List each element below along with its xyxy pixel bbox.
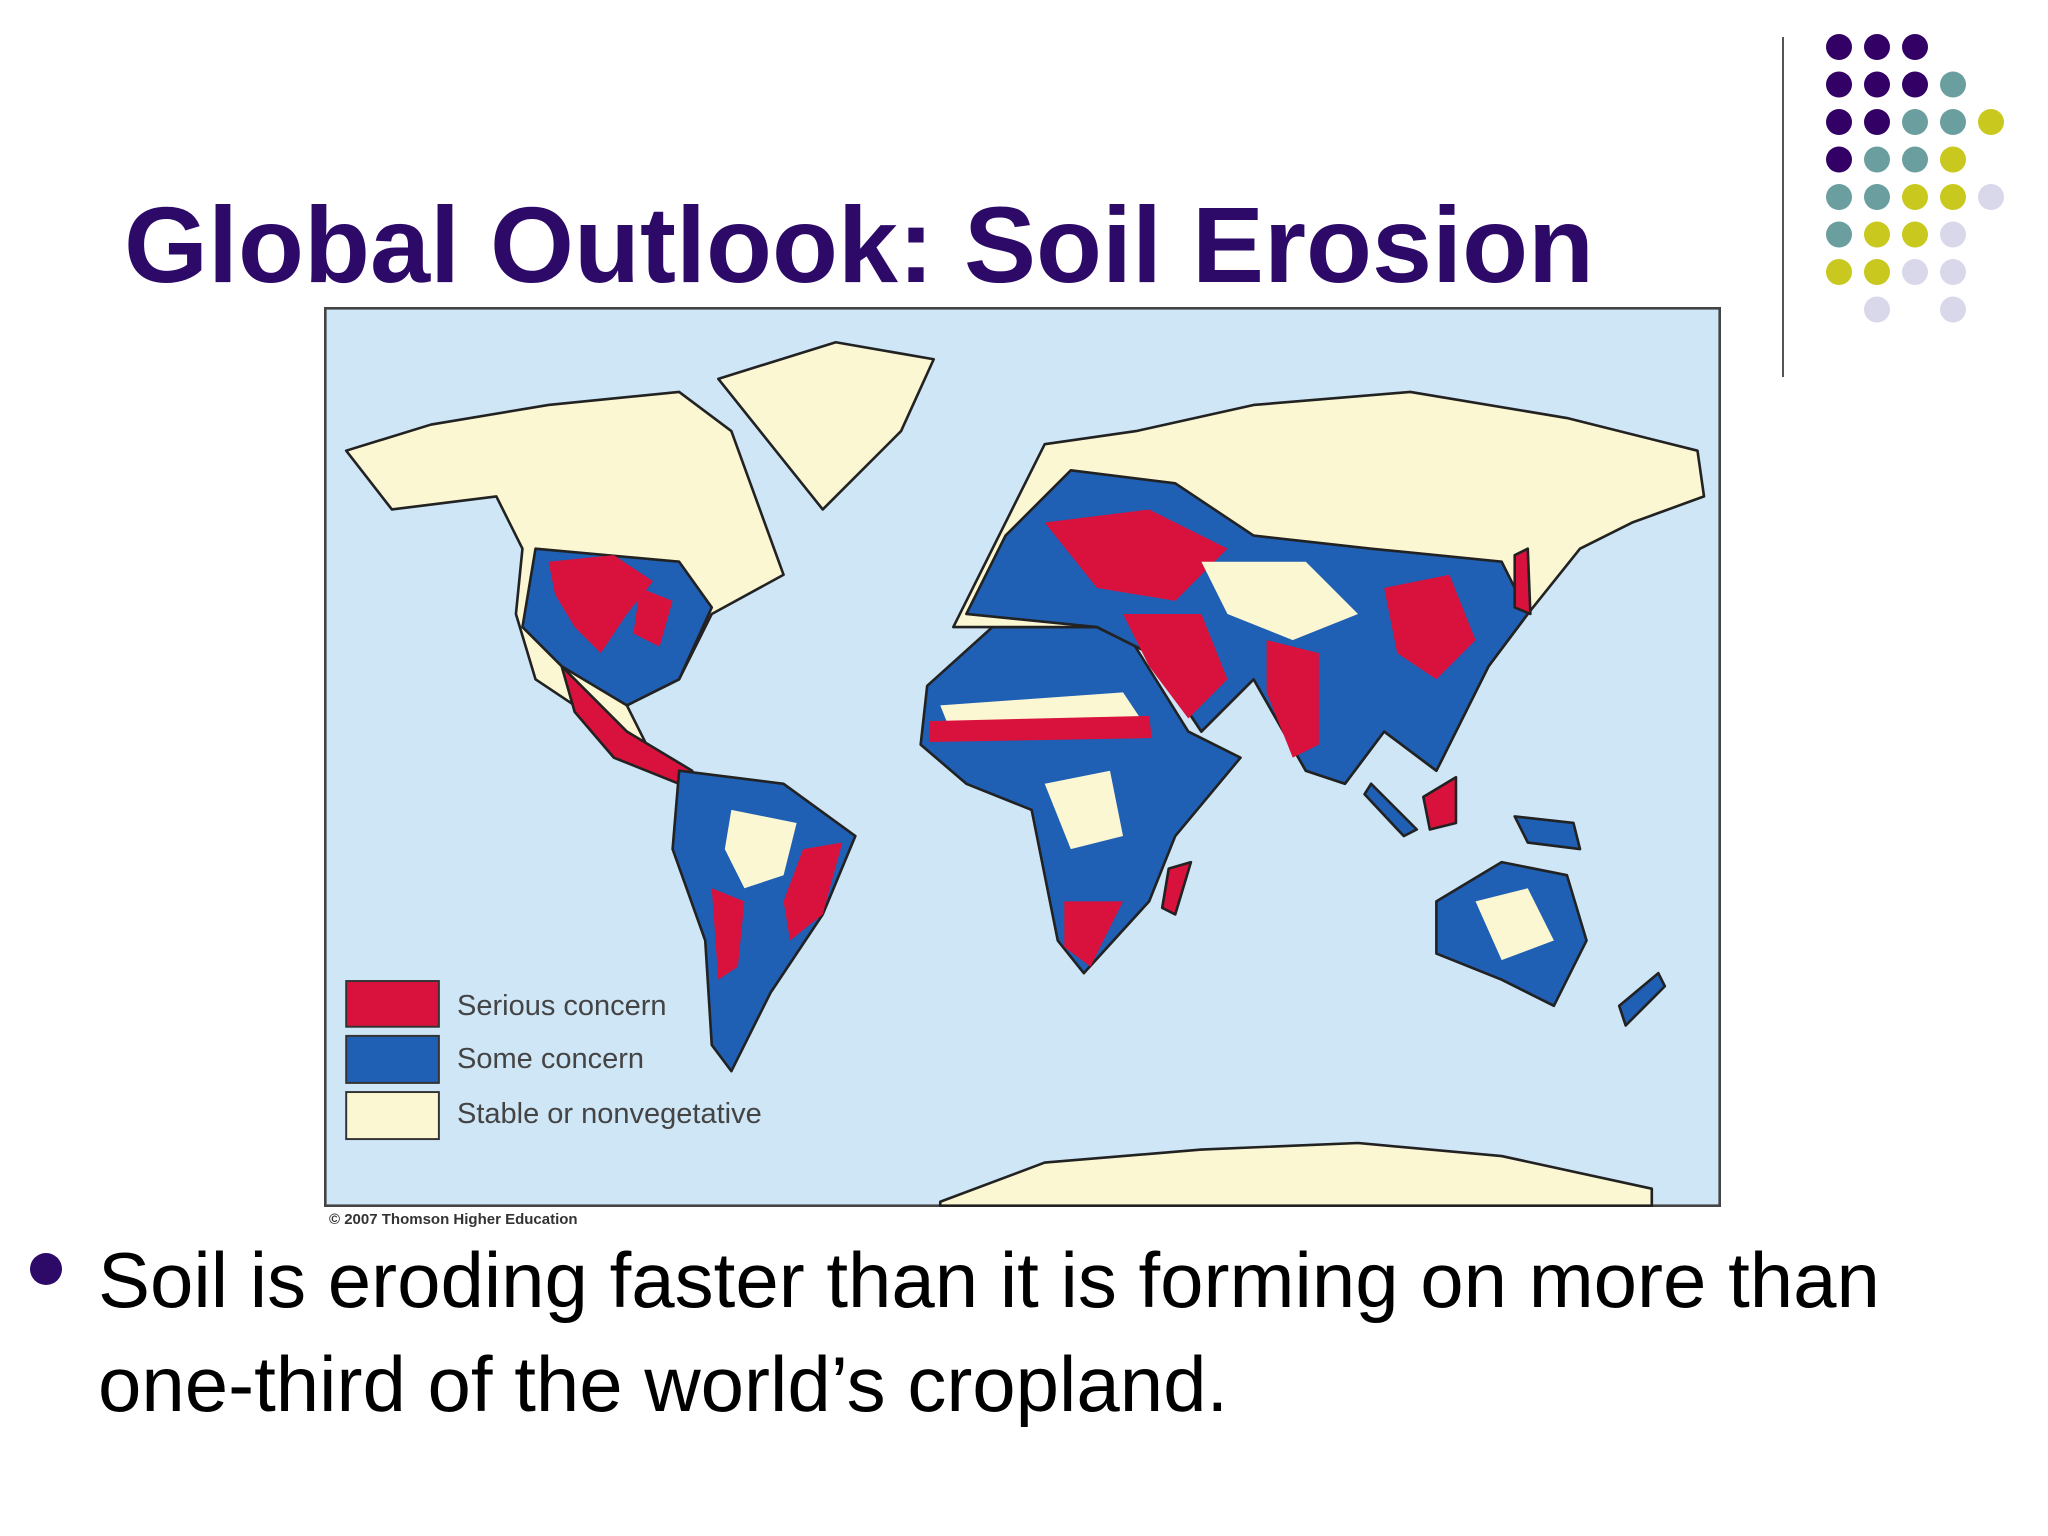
legend: [345, 980, 440, 1141]
bullet-marker: [30, 1253, 62, 1285]
legend-swatch: [345, 1091, 440, 1141]
bullet-text: Soil is eroding faster than it is formin…: [98, 1236, 1880, 1428]
dot: [1902, 146, 1928, 173]
world-map: [324, 307, 1721, 1207]
legend-swatch: [345, 1034, 440, 1084]
slide-title: Global Outlook: Soil Erosion: [124, 184, 1595, 305]
legend-label: Stable or nonvegetative: [457, 1098, 762, 1130]
dot: [1826, 146, 1852, 173]
legend-label: Some concern: [457, 1043, 644, 1075]
dot: [1902, 71, 1928, 98]
dot: [1978, 184, 2004, 210]
dot: [1864, 296, 1890, 323]
dot: [1826, 184, 1852, 210]
dot: [1826, 71, 1852, 98]
dot: [1940, 296, 1966, 323]
dot: [1940, 146, 1966, 173]
dot: [1864, 259, 1890, 285]
dot: [1940, 221, 1966, 248]
land: [344, 340, 1706, 1207]
decorative-dots: [1826, 34, 2004, 323]
divider: [1782, 37, 1784, 377]
dot: [1940, 109, 1966, 135]
dot: [1902, 259, 1928, 285]
dot: [1902, 184, 1928, 210]
dot-grid: [1826, 34, 2004, 323]
legend-label: Serious concern: [457, 990, 667, 1022]
dot: [1864, 221, 1890, 248]
dot: [1940, 184, 1966, 210]
legend-swatch: [345, 980, 440, 1028]
dot: [1864, 146, 1890, 173]
dot: [1826, 109, 1852, 135]
dot: [1826, 259, 1852, 285]
credit: © 2007 Thomson Higher Education: [329, 1211, 578, 1228]
dot: [1902, 34, 1928, 60]
dot: [1902, 109, 1928, 135]
dot: [1864, 109, 1890, 135]
dot: [1864, 71, 1890, 98]
dot: [1940, 259, 1966, 285]
dot: [1940, 71, 1966, 98]
dot: [1826, 34, 1852, 60]
dot: [1826, 221, 1852, 248]
dot: [1902, 221, 1928, 248]
dot: [1864, 184, 1890, 210]
dot: [1978, 109, 2004, 135]
dot: [1864, 34, 1890, 60]
